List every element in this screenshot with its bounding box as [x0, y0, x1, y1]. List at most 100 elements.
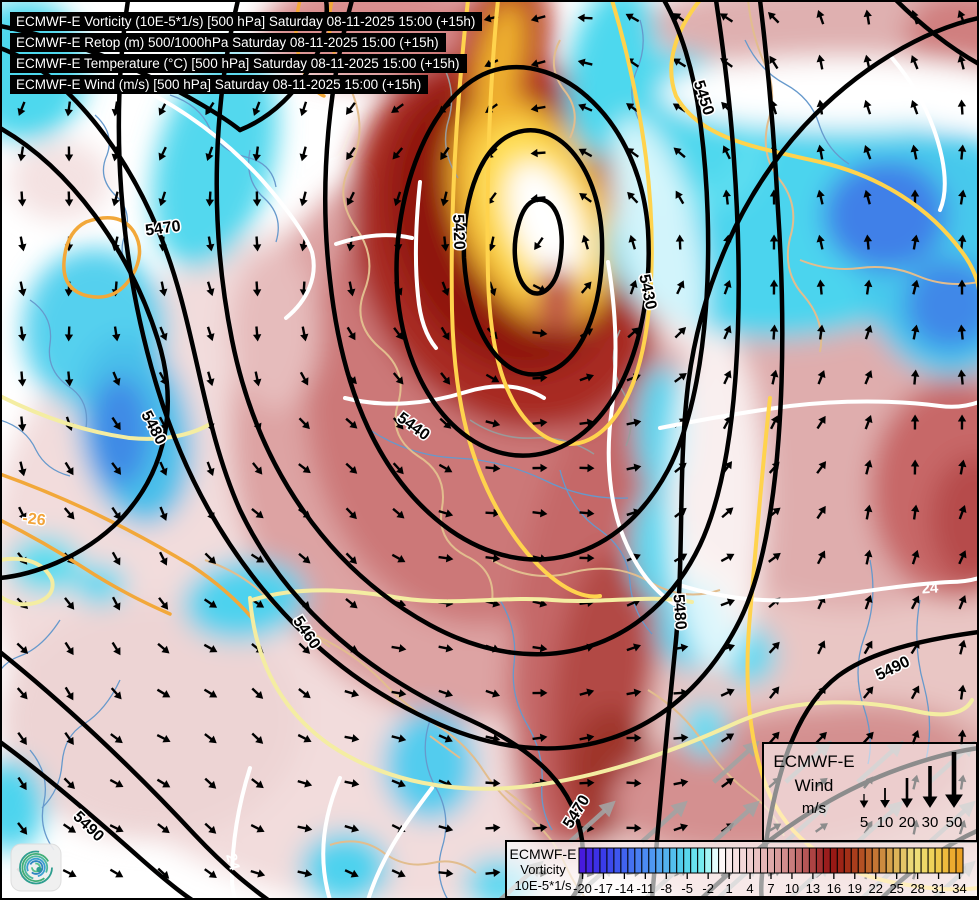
wind-arrow — [485, 373, 500, 383]
colorbar-cell — [718, 847, 727, 874]
wind-arrow — [769, 55, 779, 70]
wind-arrow — [817, 370, 826, 385]
wind-arrow — [109, 778, 124, 788]
vorticity-legend-unit: 10E-5*1/s — [514, 878, 572, 893]
wind-arrow — [110, 733, 123, 744]
wind-arrow — [485, 689, 501, 698]
wind-arrow — [581, 234, 590, 250]
wind-arrow — [299, 191, 308, 207]
wind-arrow — [63, 777, 75, 790]
wind-arrow — [111, 551, 121, 566]
colorbar-cell — [641, 847, 650, 874]
wind-arrow — [18, 326, 27, 342]
wind-arrow — [485, 778, 501, 788]
wind-arrow — [252, 101, 261, 116]
wind-arrow — [910, 144, 919, 160]
wind-arrow — [344, 734, 360, 743]
wind-arrow — [530, 104, 546, 113]
wind-arrow — [530, 14, 546, 23]
wind-arrow — [674, 327, 687, 339]
colorbar-cell — [606, 847, 615, 874]
colorbar-tick-label: -8 — [660, 881, 672, 896]
vorticity-legend: ECMWF-E Vorticity 10E-5*1/s -20 -17 -14 -11… — [505, 840, 979, 898]
wind-arrow — [863, 99, 872, 115]
wind-arrow — [673, 147, 686, 159]
wind-arrow — [17, 371, 27, 387]
wind-arrow — [910, 685, 920, 700]
wind-arrow — [816, 550, 826, 565]
colorbar-cell — [920, 847, 929, 874]
colorbar-cell — [732, 847, 741, 874]
wind-arrow — [532, 328, 548, 338]
wind-arrow — [64, 191, 74, 207]
colorbar-cell — [857, 847, 866, 874]
wind-arrow — [206, 326, 215, 342]
colorbar-cell — [948, 847, 957, 874]
colorbar-cell — [620, 847, 629, 874]
wind-arrow — [723, 325, 732, 340]
colorbar-cell — [787, 847, 796, 874]
logo-swirl-arc — [28, 860, 44, 875]
wind-arrow — [391, 644, 407, 653]
wind-arrow — [64, 641, 74, 656]
wind-arrow — [205, 191, 215, 207]
colorbar-cell — [864, 847, 873, 874]
wind-speed-label: 30 — [921, 814, 939, 831]
colorbar-cell — [892, 847, 901, 874]
wind-arrow — [300, 326, 309, 342]
wind-arrow — [345, 597, 358, 609]
wind-arrow — [438, 868, 454, 878]
wind-arrow — [345, 462, 358, 474]
wind-arrow — [626, 688, 642, 697]
wind-arrow — [863, 145, 872, 160]
wind-arrow — [253, 371, 262, 387]
wind-arrow — [203, 598, 218, 608]
wind-arrow — [391, 734, 407, 743]
wind-arrow — [578, 148, 593, 158]
wind-arrow — [532, 644, 548, 653]
wind-arrow — [111, 641, 121, 656]
colorbar-cell — [955, 847, 964, 874]
wind-arrow — [958, 459, 967, 475]
wind-arrow — [719, 13, 734, 23]
wind-arrow — [958, 639, 967, 655]
wind-arrow — [157, 642, 170, 654]
wind-arrow — [438, 824, 454, 833]
wind-arrow — [111, 416, 121, 431]
wind-speed-label: 50 — [945, 814, 963, 831]
wind-arrow — [393, 327, 404, 340]
wind-arrow — [251, 778, 264, 789]
colorbar-cell — [676, 847, 685, 874]
wind-arrow — [440, 326, 450, 341]
colorbar-tick-label: 7 — [767, 881, 774, 896]
wind-arrow — [64, 686, 74, 701]
wind-arrow — [204, 777, 217, 789]
wind-arrow — [345, 102, 356, 115]
wind-arrow — [723, 280, 732, 295]
colorbar-tick-label: 1 — [725, 881, 732, 896]
wind-arrow — [110, 687, 122, 700]
wind-arrow — [816, 461, 827, 474]
wind-arrow — [910, 595, 920, 610]
wind-arrow — [579, 733, 595, 742]
wind-arrow — [298, 642, 311, 654]
wind-arrow — [862, 731, 874, 744]
wind-arrow — [769, 234, 779, 250]
wind-arrow — [252, 191, 262, 207]
wind-arrow — [485, 868, 501, 878]
wind-arrow — [485, 508, 501, 518]
wind-arrow — [816, 415, 826, 430]
wind-legend-arrows — [859, 752, 963, 808]
wind-arrow — [628, 234, 637, 250]
wind-arrow — [532, 688, 548, 698]
wind-arrow — [391, 869, 406, 878]
wind-arrow — [488, 281, 497, 297]
wind-arrow — [957, 324, 967, 340]
wind-arrow — [62, 823, 77, 833]
wind-arrow — [534, 236, 544, 250]
wind-arrow — [345, 552, 357, 565]
wind-arrow — [485, 554, 501, 563]
colorbar-cell — [913, 847, 922, 874]
